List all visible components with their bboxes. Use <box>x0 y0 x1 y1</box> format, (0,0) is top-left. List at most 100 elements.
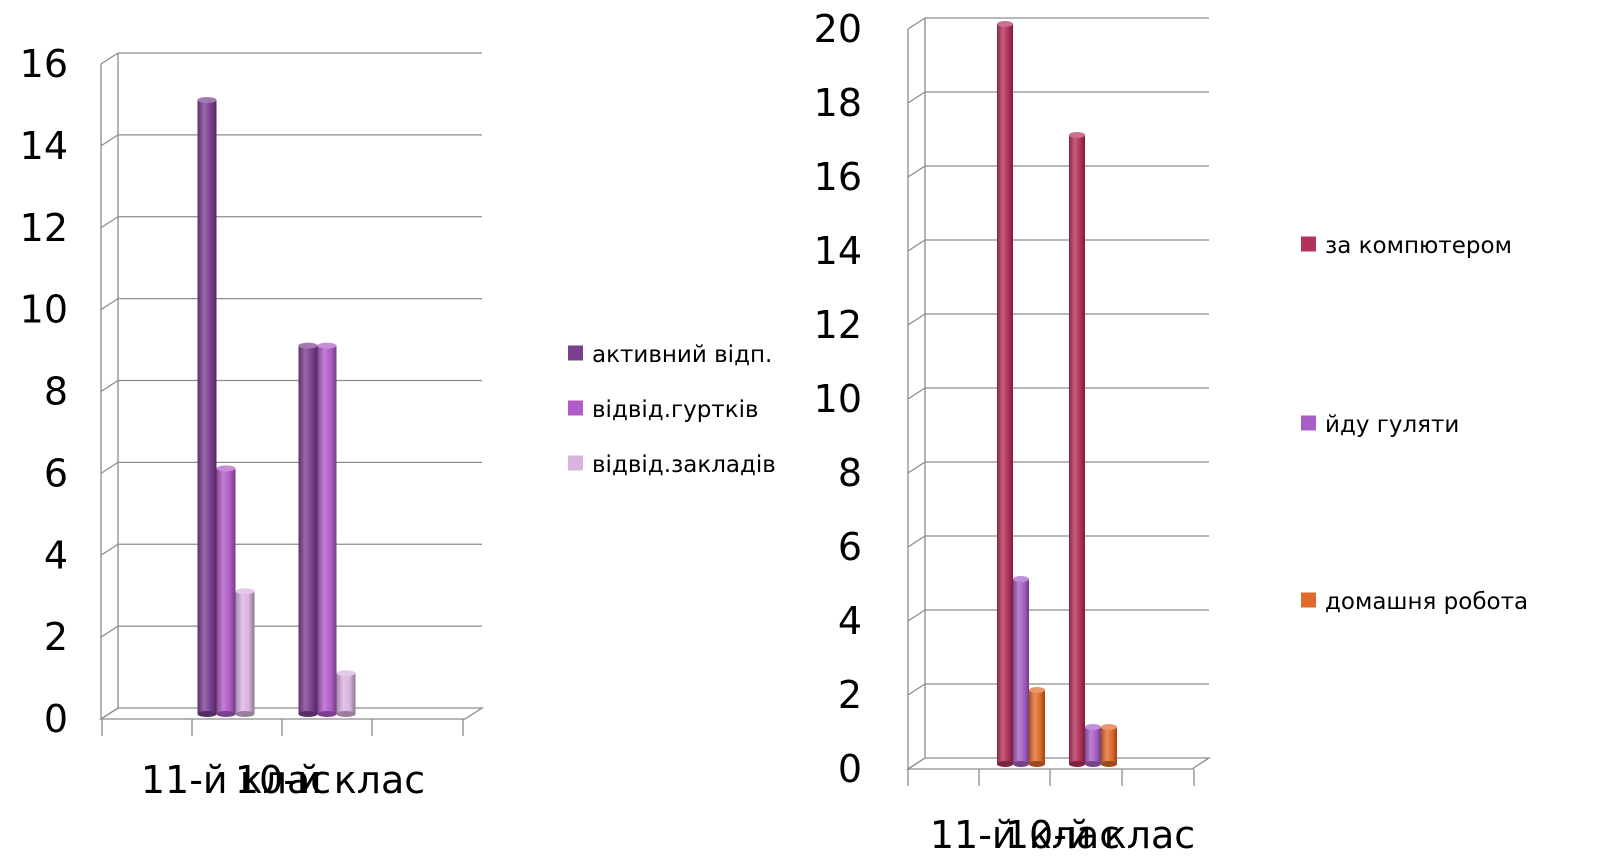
bar-base <box>336 711 356 718</box>
gridline-connector <box>100 52 119 65</box>
bar-body <box>336 673 356 715</box>
bar <box>197 96 217 718</box>
bar <box>1085 724 1101 768</box>
gridline-connector <box>100 134 119 147</box>
legend-swatch <box>1301 592 1316 608</box>
bar-top <box>997 21 1013 28</box>
chart-floor <box>98 707 485 720</box>
x-category-label: 11-й клас <box>930 813 1120 857</box>
bar-body <box>1013 579 1029 765</box>
legend: активний відп. відвід.гуртків відвід.закла… <box>568 342 776 478</box>
y-tick-label: 14 <box>814 229 862 273</box>
legend-label: активний відп. <box>592 342 772 368</box>
bar-top <box>298 342 318 349</box>
bar-body <box>317 345 337 715</box>
y-tick-label: 6 <box>44 451 68 495</box>
bar-top <box>336 670 356 677</box>
bar-top <box>216 465 236 472</box>
gridline-connector <box>907 461 926 474</box>
gridline-connector <box>100 216 119 229</box>
y-tick-label: 10 <box>814 377 862 421</box>
gridline-connector <box>907 683 926 696</box>
legend-item: відвід.закладів <box>568 452 776 478</box>
x-category-label: 11-й клас <box>141 758 331 802</box>
gridline-connector <box>907 313 926 326</box>
legend-item: за компютером <box>1301 233 1512 259</box>
bar <box>1101 724 1117 768</box>
gridline-connector <box>907 535 926 548</box>
bar-base <box>997 761 1013 768</box>
bar-base <box>197 711 217 718</box>
gridline-connector <box>100 379 119 393</box>
y-tick-label: 12 <box>20 206 68 250</box>
gridline-connector <box>907 165 926 178</box>
legend-swatch <box>568 455 583 471</box>
bar-body <box>1069 135 1085 765</box>
bar-base <box>216 711 236 718</box>
y-tick-label: 2 <box>838 673 862 717</box>
bar-base <box>317 711 337 718</box>
bar <box>1013 576 1029 768</box>
gridline-connector <box>907 609 926 622</box>
gridline-connector <box>907 239 926 252</box>
y-tick-label: 8 <box>838 451 862 495</box>
y-tick-label: 16 <box>814 155 862 199</box>
legend: за компютером йду гуляти домашня робота <box>1301 233 1528 615</box>
y-tick-label: 14 <box>20 124 68 168</box>
bar-body <box>235 591 255 715</box>
bar-top <box>197 96 217 103</box>
bar-base <box>235 711 255 718</box>
legend-label: відвід.закладів <box>592 452 776 478</box>
legend-label: відвід.гуртків <box>592 397 759 423</box>
bar-body <box>1085 727 1101 765</box>
bar-top <box>1069 132 1085 139</box>
legend-item: йду гуляти <box>1301 412 1459 438</box>
bar-base <box>1013 761 1029 768</box>
bar-top <box>235 588 255 595</box>
bar-base <box>298 711 318 718</box>
y-tick-label: 0 <box>838 747 862 791</box>
bar <box>997 21 1013 768</box>
bar-body <box>298 345 318 715</box>
chart-floor <box>905 757 1212 770</box>
bar-top <box>1101 724 1117 731</box>
gridline-connector <box>100 625 119 638</box>
y-tick-label: 20 <box>814 7 862 51</box>
bar-base <box>1085 761 1101 768</box>
bar <box>336 670 356 718</box>
y-tick-label: 4 <box>44 533 68 577</box>
bar-body <box>1029 690 1045 765</box>
bar-base <box>1069 761 1085 768</box>
gridline-connector <box>100 543 119 556</box>
gridline-connector <box>100 461 119 474</box>
bar-body <box>997 24 1013 765</box>
y-tick-label: 2 <box>44 615 68 659</box>
legend-swatch <box>1301 236 1316 252</box>
bar-base <box>1101 761 1117 768</box>
bar <box>317 342 337 718</box>
gridline-connector <box>907 91 926 104</box>
legend-swatch <box>568 400 583 416</box>
gridline-connector <box>100 298 119 311</box>
bar <box>216 465 236 718</box>
legend-item: відвід.гуртків <box>568 397 759 423</box>
y-tick-label: 10 <box>20 288 68 332</box>
bar <box>1029 687 1045 768</box>
y-tick-label: 18 <box>814 81 862 125</box>
bar-base <box>1029 761 1045 768</box>
x-category-label: 10-й клас <box>235 758 425 802</box>
y-tick-label: 16 <box>20 42 68 86</box>
legend-item: активний відп. <box>568 342 772 368</box>
legend-label: за компютером <box>1325 233 1512 259</box>
gridline-connector <box>907 387 926 400</box>
bar-top <box>1013 576 1029 583</box>
y-tick-label: 12 <box>814 303 862 347</box>
bar-top <box>1029 687 1045 694</box>
y-tick-label: 8 <box>44 370 68 414</box>
bar-top <box>1085 724 1101 731</box>
y-tick-label: 4 <box>838 599 862 643</box>
bar-body <box>216 468 236 715</box>
bar-body <box>197 99 217 715</box>
